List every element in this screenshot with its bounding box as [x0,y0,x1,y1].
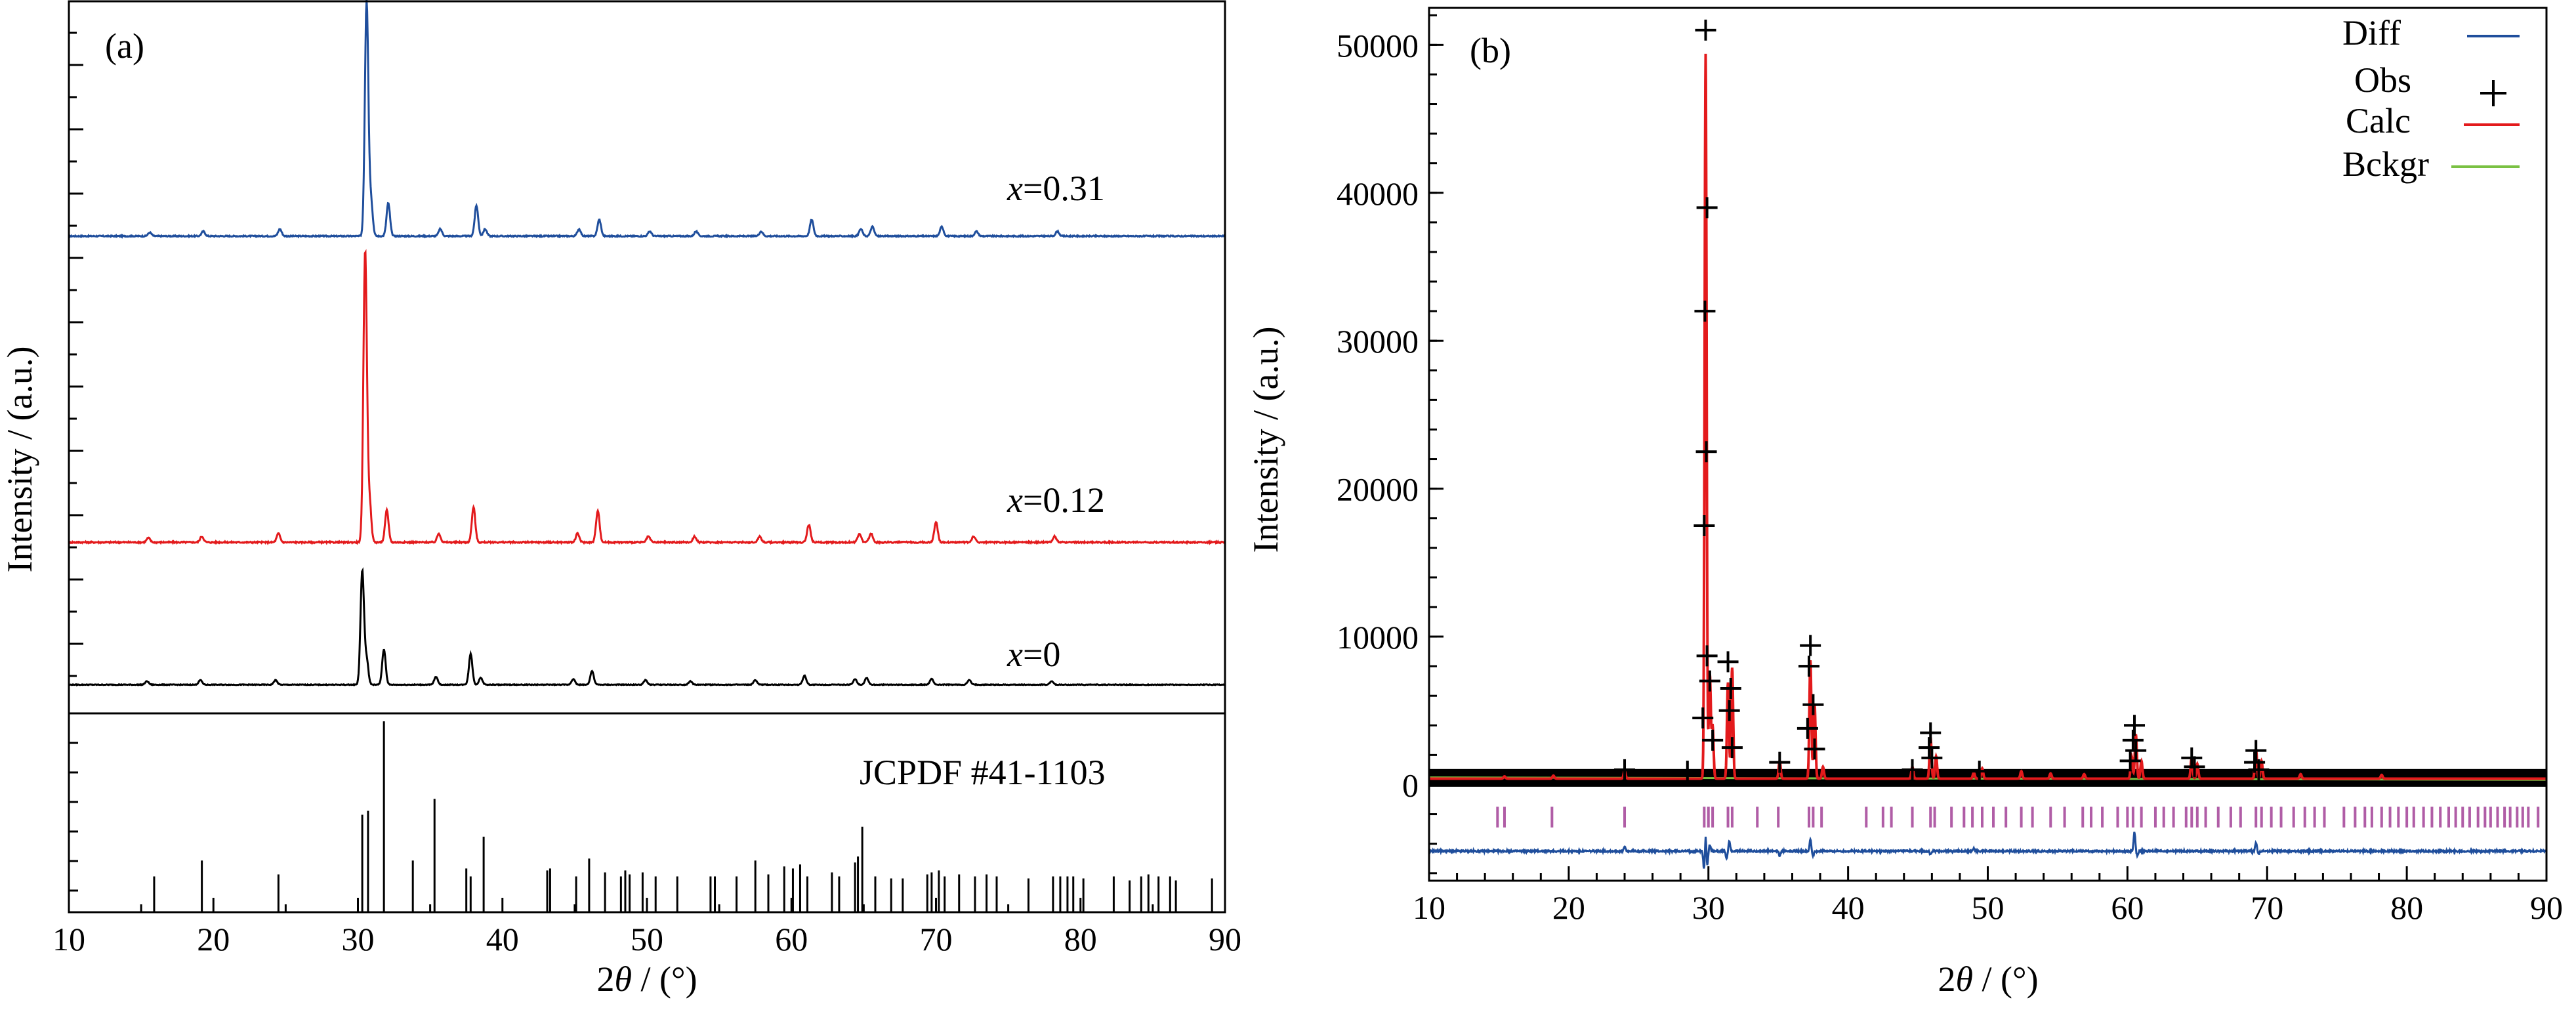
obs-point [1798,656,1820,677]
panel-b-ylabel: Intensity / (a.u.) [1246,327,1285,553]
obs-point [1919,737,1940,759]
x-tick-label: 20 [197,921,230,957]
panel-b-label: (b) [1470,31,1511,70]
x-tick-label: 30 [342,921,375,957]
series-line-x=0 [68,567,1225,687]
panel-b-legend: Diff Obs Calc Bckgr [2342,13,2520,184]
x-tick-label: 90 [1209,921,1241,957]
x-tick-label: 60 [775,921,808,957]
obs-point [2245,740,2267,761]
obs-point [1696,645,1718,667]
panel-a-label: (a) [105,26,144,66]
panel-b-plot [1428,19,2547,869]
panel-a-frame [68,0,1226,914]
x-tick-label: 10 [52,921,85,957]
obs-point [2122,729,2144,751]
x-tick-label: 80 [2390,889,2423,926]
obs-point [1901,759,1923,780]
obs-point [1694,301,1716,322]
obs-point [1696,197,1718,219]
series-line-x=0.12 [68,249,1225,545]
y-tick-label: 10000 [1337,619,1419,656]
obs-point [1695,19,1716,41]
obs-point [1614,759,1636,780]
x-tick-label: 20 [1552,889,1585,926]
x-tick-label: 40 [1832,889,1865,926]
obs-point [1802,694,1824,715]
x-tick-label: 10 [1413,889,1445,926]
reference-label: JCPDF #41-1103 [860,753,1106,792]
y-tick-label: 0 [1402,767,1419,803]
obs-point [1702,729,1724,751]
obs-point [1676,761,1698,782]
obs-point [2119,750,2141,772]
obs-point [2181,747,2203,768]
panel-a-ticks: 10 20 30 40 50 60 70 80 90 [52,32,1241,957]
series-label-x031: x=0.31 [1007,169,1105,208]
panel-b-frame [1428,7,2548,882]
y-tick-label: 40000 [1337,175,1419,212]
legend-label-diff: Diff [2342,13,2401,53]
panel-a-reference-lines [153,721,1213,912]
obs-point [2248,759,2270,780]
obs-point [1693,515,1715,536]
obs-point [1921,747,1943,768]
x-tick-label: 70 [920,921,953,957]
x-tick-label: 90 [2530,889,2563,926]
panel-a-xlabel: 2θ / (°) [596,959,697,999]
difference-curve [1428,831,2547,869]
panel-a-xrd-patterns: (a) 10 20 30 40 50 60 70 80 90 x=0.31 x=0.12 x=0… [0,0,1241,999]
obs-point [1797,717,1818,739]
legend-label-bckgr: Bckgr [2342,144,2429,184]
legend-label-obs: Obs [2354,60,2411,100]
obs-point [2184,756,2205,778]
obs-point [1800,635,1821,656]
panel-b-xlabel: 2θ / (°) [1938,959,2038,999]
obs-point [1692,707,1714,729]
y-tick-label: 20000 [1337,471,1419,508]
obs-point [1695,441,1717,463]
x-tick-label: 30 [1692,889,1725,926]
series-label-x0: x=0 [1007,635,1060,674]
obs-point [1804,738,1825,760]
obs-point [1718,700,1740,721]
legend-swatch-obs [2480,80,2506,106]
panel-a-series [68,0,1226,687]
x-tick-label: 40 [486,921,519,957]
series-label-x012: x=0.12 [1007,480,1105,520]
obs-point [1968,761,1990,782]
x-tick-label: 60 [2111,889,2144,926]
obs-point [1699,670,1720,692]
obs-point [1769,751,1791,773]
x-tick-label: 50 [631,921,663,957]
obs-point [2125,740,2147,761]
panel-a-ylabel: Intensity / (a.u.) [0,347,39,573]
x-tick-label: 80 [1064,921,1097,957]
x-tick-label: 50 [1972,889,2005,926]
obs-point [1721,737,1743,759]
y-tick-label: 30000 [1337,323,1419,360]
obs-point [1717,651,1739,673]
panel-b-rietveld-refinement: (b) 10 20 30 40 50 60 70 80 90 0 10000 20000 30000 40… [1246,7,2563,999]
y-tick-label: 50000 [1337,27,1419,64]
obs-point [1720,677,1741,699]
series-line-x=0.31 [68,0,1226,239]
obs-point [1920,722,1942,744]
calc-profile [1429,53,2546,780]
x-tick-label: 70 [2251,889,2283,926]
obs-point [2124,715,2146,736]
legend-label-calc: Calc [2346,101,2411,140]
